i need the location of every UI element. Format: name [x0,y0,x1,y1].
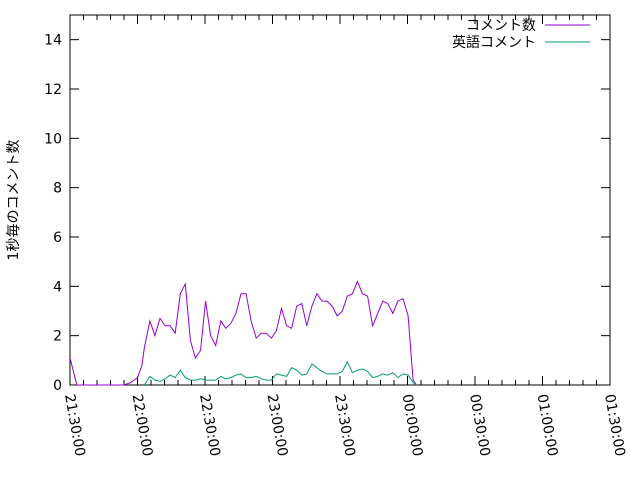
x-tick-label: 22:00:00 [129,393,156,458]
x-tick-label: 00:30:00 [466,393,493,458]
series-line-1 [143,360,417,386]
x-tick-label: 23:00:00 [264,393,291,458]
y-tick-label: 8 [53,181,62,197]
y-tick-label: 2 [53,329,62,345]
y-tick-label: 0 [53,378,62,394]
x-tick-label: 00:00:00 [399,393,426,458]
y-axis-label: 1秒毎のコメント数 [6,140,22,261]
y-tick-label: 4 [53,279,62,295]
y-tick-label: 14 [44,33,62,49]
y-tick-label: 6 [53,230,62,246]
y-tick-label: 12 [44,82,62,98]
x-tick-label: 21:30:00 [61,393,88,458]
x-tick-label: 01:30:00 [601,393,628,458]
axes: 0 2 4 6 8 10 12 14 21:30:00 22:00:00 22:30:00 23:00… [44,14,628,458]
x-tick-label: 22:30:00 [196,393,223,458]
y-tick-label: 10 [44,131,62,147]
series-group [69,280,417,386]
x-tick-label: 23:30:00 [331,393,358,458]
series-line-0 [69,280,417,386]
x-tick-label: 01:00:00 [534,393,561,458]
legend-label: 英語コメント [452,34,536,51]
legend-label: コメント数 [466,18,536,34]
plot-border [69,14,611,386]
